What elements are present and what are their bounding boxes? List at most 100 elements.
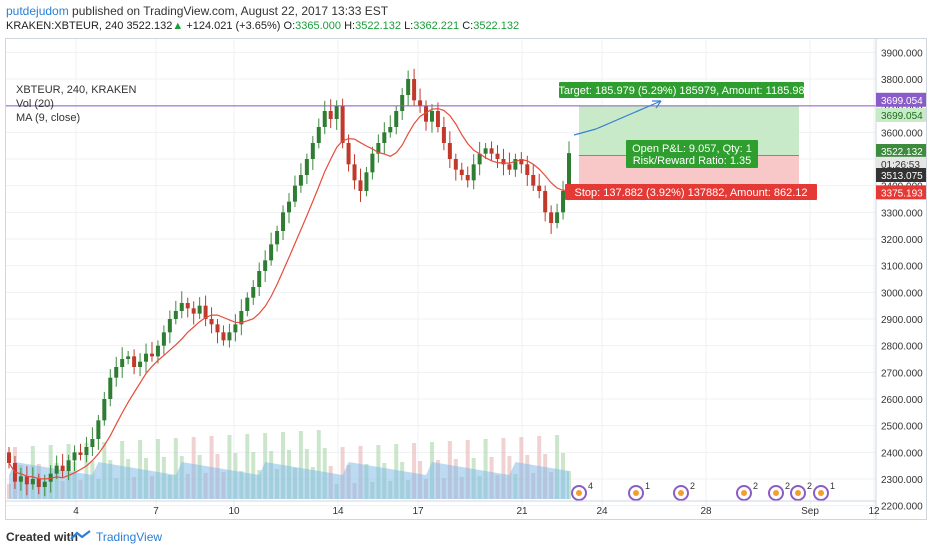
candle-body: [477, 153, 482, 165]
candle-body: [138, 361, 143, 367]
entry-price-tag-bg: [876, 168, 926, 182]
low-label: L:: [404, 20, 414, 32]
event-count: 1: [645, 481, 650, 491]
candle-body: [388, 127, 393, 133]
candle-body: [429, 111, 434, 122]
last-price: 3522.132: [126, 20, 173, 32]
candle-body: [471, 164, 476, 181]
candle-body: [555, 212, 560, 223]
candle-body: [489, 148, 494, 154]
open-value: 3365.000: [295, 20, 342, 32]
candle-body: [287, 201, 291, 213]
chart-header: putdejudom published on TradingView.com,…: [0, 0, 932, 36]
candle-body: [7, 452, 11, 463]
candle-body: [179, 303, 184, 311]
candle-body: [96, 420, 101, 439]
price-tick: 2800.000: [881, 342, 923, 353]
stop-price-tag: 3375.193: [881, 188, 923, 199]
time-tick: 4: [73, 506, 79, 517]
candle-body: [102, 399, 107, 421]
time-tick: 7: [153, 506, 159, 517]
tradingview-logo-icon: [70, 530, 91, 540]
candle-body: [322, 111, 327, 127]
symbol-label: KRAKEN:XBTEUR, 240: [6, 20, 124, 32]
event-count: 1: [830, 481, 835, 491]
event-count: 2: [785, 481, 790, 491]
volume-bar: [245, 434, 250, 499]
stop-label: Stop: 137.882 (3.92%) 137882, Amount: 86…: [574, 187, 807, 199]
price-tick: 3200.000: [881, 235, 923, 246]
candle-body: [185, 303, 190, 309]
candle-body: [155, 345, 160, 357]
pnl-label-bg: [626, 140, 758, 168]
price-axis[interactable]: 2200.000 2300.000 2400.000 2500.000 2600.000…: [875, 39, 926, 519]
candle-body: [42, 481, 47, 487]
countdown-tag-bg: [876, 156, 926, 171]
candle-body: [328, 111, 333, 119]
price-tick: 3800.000: [881, 75, 923, 86]
event-markers[interactable]: 4 1 2 2 2 2 1: [571, 481, 835, 501]
legend-ma: MA (9, close): [16, 112, 81, 124]
candle-body: [209, 319, 214, 325]
candle-body: [263, 260, 268, 271]
trend-arrows[interactable]: [573, 100, 662, 136]
tradingview-brand[interactable]: TradingView: [96, 530, 163, 544]
candle-body: [400, 95, 405, 111]
price-tick: 3900.000: [881, 48, 923, 59]
time-tick: 12: [868, 506, 880, 517]
candle-body: [144, 353, 149, 362]
candle-body: [447, 143, 452, 159]
legend-vol: Vol (20): [16, 98, 54, 110]
time-axis[interactable]: 4 7 10 14 17 21 24 28 Sep 12: [6, 500, 880, 517]
volume-bar: [316, 430, 321, 499]
price-tick: 3300.000: [881, 208, 923, 219]
low-value: 3362.221: [413, 20, 460, 32]
ma-line: [8, 107, 570, 480]
candle-body: [495, 153, 500, 159]
price-tick: 2700.000: [881, 368, 923, 379]
price-tick: 2600.000: [881, 395, 923, 406]
event-count: 2: [690, 481, 695, 491]
candle-body: [304, 159, 309, 175]
candle-body: [60, 465, 65, 471]
published-text: published on TradingView.com, August 22,…: [68, 4, 389, 18]
candle-body: [441, 127, 446, 143]
candlesticks: [7, 68, 571, 497]
candle-body: [120, 359, 125, 367]
price-tick: 2300.000: [881, 475, 923, 486]
candle-body: [567, 153, 571, 191]
candle-body: [30, 479, 35, 485]
candle-body: [459, 169, 464, 175]
arrow-head-icon: [652, 100, 662, 109]
candle-body: [48, 473, 53, 482]
candle-body: [376, 143, 381, 154]
candle-body: [173, 311, 178, 319]
candle-body: [394, 111, 399, 127]
pnl-label: Open P&L: 9.057, Qty: 1: [632, 143, 752, 155]
candle-body: [197, 305, 202, 314]
entry-price-tag: 3513.075: [881, 171, 923, 182]
close-label: C:: [462, 20, 474, 32]
volume-bar: [412, 443, 417, 499]
time-tick: 28: [700, 506, 712, 517]
candle-body: [90, 439, 95, 447]
event-icon-dot: [773, 490, 779, 496]
price-tick: 3000.000: [881, 288, 923, 299]
candle-body: [24, 476, 29, 485]
candle-body: [346, 143, 351, 165]
target-label: Target: 185.979 (5.29%) 185979, Amount: …: [558, 85, 804, 97]
position-labels: Target: 185.979 (5.29%) 185979, Amount: …: [558, 82, 817, 200]
chart-legend: XBTEUR, 240, KRAKEN Vol (20) MA (9, clos…: [16, 83, 136, 125]
candle-body: [358, 180, 363, 191]
candle-body: [227, 332, 232, 341]
volume-bar: [173, 438, 178, 499]
last-price-tag: 3522.132: [881, 147, 923, 158]
candle-body: [275, 231, 280, 245]
author-link[interactable]: putdejudom: [6, 4, 69, 18]
candle-body: [233, 324, 238, 333]
stop-price-tag-bg: [876, 185, 926, 200]
event-icon-dot: [678, 490, 684, 496]
pnl-label: Risk/Reward Ratio: 1.35: [633, 155, 752, 167]
